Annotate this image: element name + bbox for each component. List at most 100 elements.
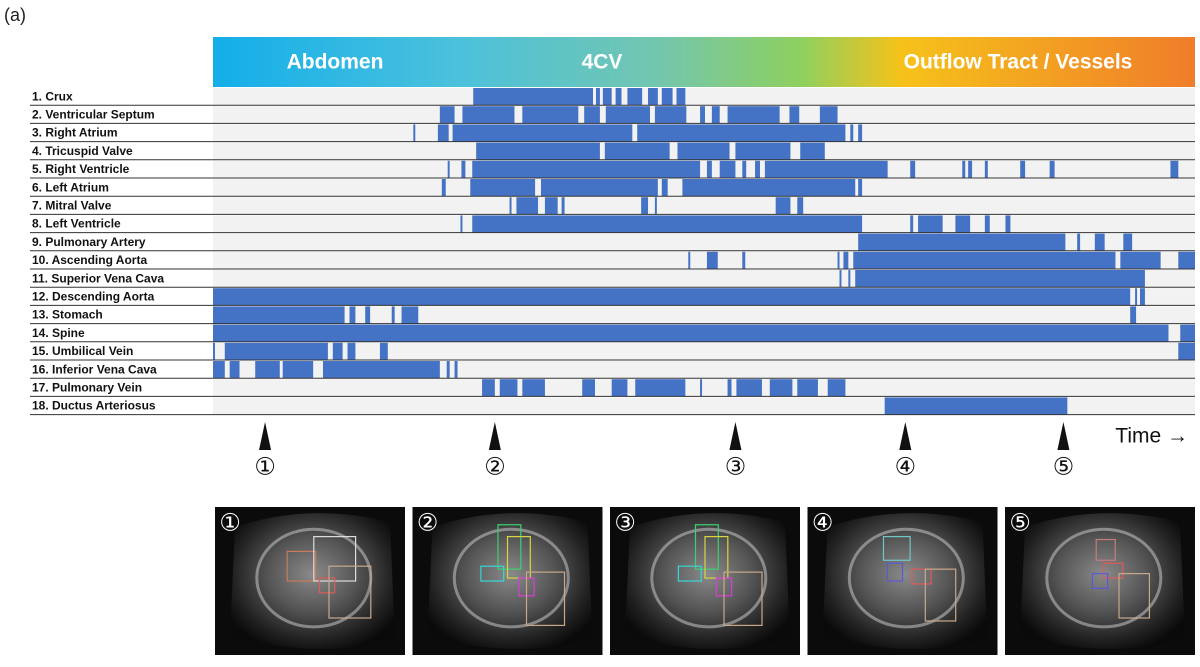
detection-interval: [676, 88, 686, 106]
detection-box: [1091, 572, 1109, 589]
detection-interval: [611, 379, 628, 397]
detection-interval: [688, 251, 691, 269]
detection-interval: [347, 342, 356, 360]
figure-label: (a): [4, 5, 26, 25]
detection-interval: [461, 160, 466, 178]
time-label: Time →: [1115, 425, 1188, 448]
image-panel: ③: [610, 507, 800, 655]
row-label: 7. Mitral Valve: [32, 198, 112, 212]
marker-label: ③: [725, 453, 747, 480]
detection-box: [1118, 572, 1150, 619]
detection-interval: [1005, 215, 1011, 233]
marker-arrow: [1057, 422, 1070, 450]
detection-box: [677, 565, 702, 582]
marker-arrow: [259, 422, 272, 450]
marker-label: ①: [254, 453, 276, 480]
detection-interval: [706, 251, 718, 269]
detection-interval: [595, 88, 600, 106]
detection-interval: [727, 379, 732, 397]
row-label: 14. Spine: [32, 326, 85, 340]
detection-interval: [884, 397, 1068, 415]
detection-interval: [955, 215, 971, 233]
detection-interval: [1178, 342, 1195, 360]
detection-interval: [213, 324, 1169, 342]
detection-interval: [584, 106, 600, 124]
detection-interval: [213, 288, 1131, 306]
row-label: 8. Left Ventricle: [32, 217, 121, 231]
detection-interval: [727, 106, 780, 124]
row-band: [213, 160, 1195, 178]
detection-interval: [473, 88, 594, 106]
row-label: 9. Pulmonary Artery: [32, 235, 146, 249]
detection-box: [286, 550, 317, 582]
panel-label: ②: [417, 509, 439, 536]
detection-interval: [858, 179, 863, 197]
detection-interval: [462, 106, 515, 124]
marker-label: ②: [484, 453, 506, 480]
image-panel: ②: [412, 507, 603, 655]
detection-interval: [677, 142, 730, 160]
row-label: 2. Ventricular Septum: [32, 107, 155, 121]
row-band: [213, 342, 1195, 360]
detection-interval: [800, 142, 825, 160]
row-label: 17. Pulmonary Vein: [32, 380, 142, 394]
detection-interval: [1094, 233, 1105, 251]
detection-box: [1103, 562, 1124, 579]
row-band: [213, 361, 1195, 379]
detection-interval: [635, 379, 686, 397]
detection-interval: [769, 379, 793, 397]
row-label: 13. Stomach: [32, 308, 103, 322]
detection-interval: [470, 179, 536, 197]
detection-interval: [797, 379, 818, 397]
panel-label: ③: [614, 509, 636, 536]
phase-label: 4CV: [582, 51, 623, 74]
detection-interval: [637, 124, 846, 142]
row-label: 4. Tricuspid Valve: [32, 144, 133, 158]
detection-interval: [213, 361, 225, 379]
detection-interval: [789, 106, 800, 124]
detection-interval: [1180, 324, 1195, 342]
detection-interval: [855, 270, 1145, 288]
detection-interval: [1020, 160, 1026, 178]
marker-label: ⑤: [1053, 453, 1075, 480]
panel-label: ⑤: [1009, 509, 1031, 536]
detection-interval: [1077, 233, 1081, 251]
image-panel: ⑤: [1005, 507, 1195, 655]
detection-box: [694, 524, 719, 570]
detection-interval: [910, 160, 916, 178]
detection-box: [328, 565, 372, 619]
detection-interval: [454, 361, 458, 379]
panel-label: ①: [219, 509, 241, 536]
detection-interval: [700, 379, 703, 397]
row-label: 16. Inferior Vena Cava: [32, 362, 157, 376]
detection-interval: [984, 160, 988, 178]
detection-interval: [522, 379, 545, 397]
detection-box: [1095, 538, 1116, 561]
detection-interval: [742, 160, 747, 178]
detection-box: [911, 568, 932, 585]
detection-interval: [452, 124, 633, 142]
row-band: [213, 88, 1195, 106]
detection-interval: [843, 251, 849, 269]
phase-label: Abdomen: [287, 51, 384, 74]
detection-interval: [661, 88, 673, 106]
detection-interval: [509, 197, 512, 215]
detection-interval: [476, 142, 600, 160]
row-label: 11. Superior Vena Cava: [32, 271, 164, 285]
detection-interval: [472, 215, 863, 233]
detection-interval: [1123, 233, 1133, 251]
phase-label: Outflow Tract / Vessels: [904, 51, 1133, 74]
detection-interval: [627, 88, 643, 106]
detection-interval: [1049, 160, 1055, 178]
detection-interval: [472, 160, 701, 178]
detection-interval: [446, 361, 450, 379]
detection-interval: [755, 160, 760, 178]
detection-interval: [682, 179, 856, 197]
detection-interval: [379, 342, 388, 360]
detection-interval: [984, 215, 990, 233]
row-band: [213, 306, 1195, 324]
row-label: 5. Right Ventricle: [32, 162, 130, 176]
row-label: 12. Descending Aorta: [32, 289, 155, 303]
detection-interval: [604, 142, 670, 160]
detection-interval: [654, 106, 687, 124]
